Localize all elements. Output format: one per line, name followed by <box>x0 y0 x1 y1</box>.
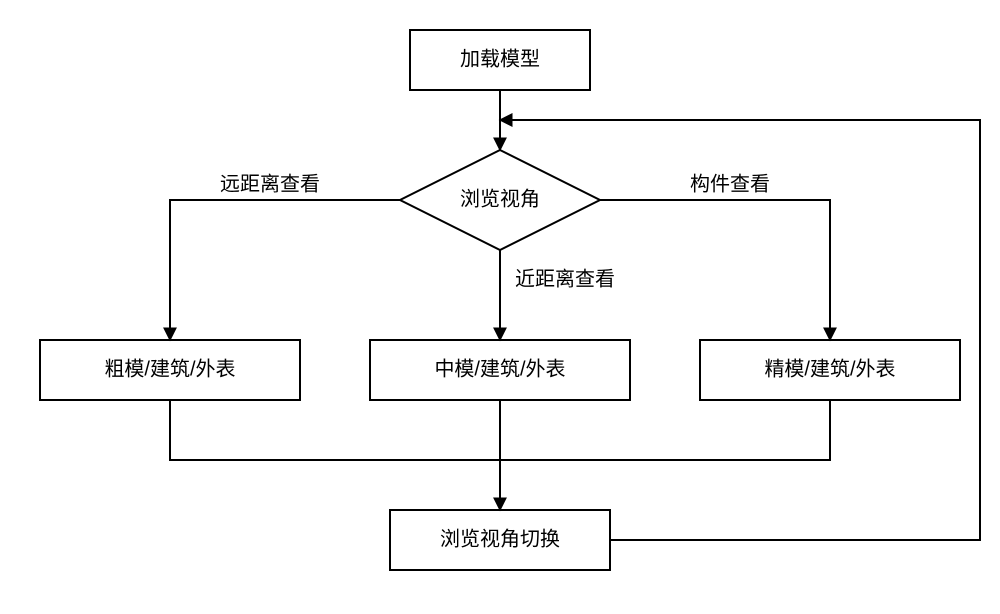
edge-view-to-medium: 近距离查看 <box>500 250 615 340</box>
node-load-model: 加载模型 <box>410 30 590 90</box>
flowchart-canvas: 加载模型 浏览视角 粗模/建筑/外表 中模/建筑/外表 精模/建筑/外表 浏览视… <box>0 0 1000 614</box>
node-medium: 中模/建筑/外表 <box>370 340 630 400</box>
edge-far-label: 远距离查看 <box>220 172 320 195</box>
node-fine: 精模/建筑/外表 <box>700 340 960 400</box>
node-coarse: 粗模/建筑/外表 <box>40 340 300 400</box>
node-fine-label: 精模/建筑/外表 <box>764 357 895 380</box>
node-medium-label: 中模/建筑/外表 <box>434 357 565 380</box>
edge-comp-label: 构件查看 <box>690 172 770 195</box>
edge-fine-to-switch <box>500 400 830 460</box>
node-coarse-label: 粗模/建筑/外表 <box>104 357 235 380</box>
node-view-label: 浏览视角 <box>460 187 540 210</box>
node-view: 浏览视角 <box>400 150 600 250</box>
node-load-label: 加载模型 <box>460 47 540 70</box>
node-switch-label: 浏览视角切换 <box>440 527 560 550</box>
node-switch: 浏览视角切换 <box>390 510 610 570</box>
edge-view-to-coarse: 远距离查看 <box>170 172 400 340</box>
edge-coarse-to-switch <box>170 400 500 460</box>
edge-view-to-fine: 构件查看 <box>600 172 830 340</box>
edge-near-label: 近距离查看 <box>515 267 615 290</box>
